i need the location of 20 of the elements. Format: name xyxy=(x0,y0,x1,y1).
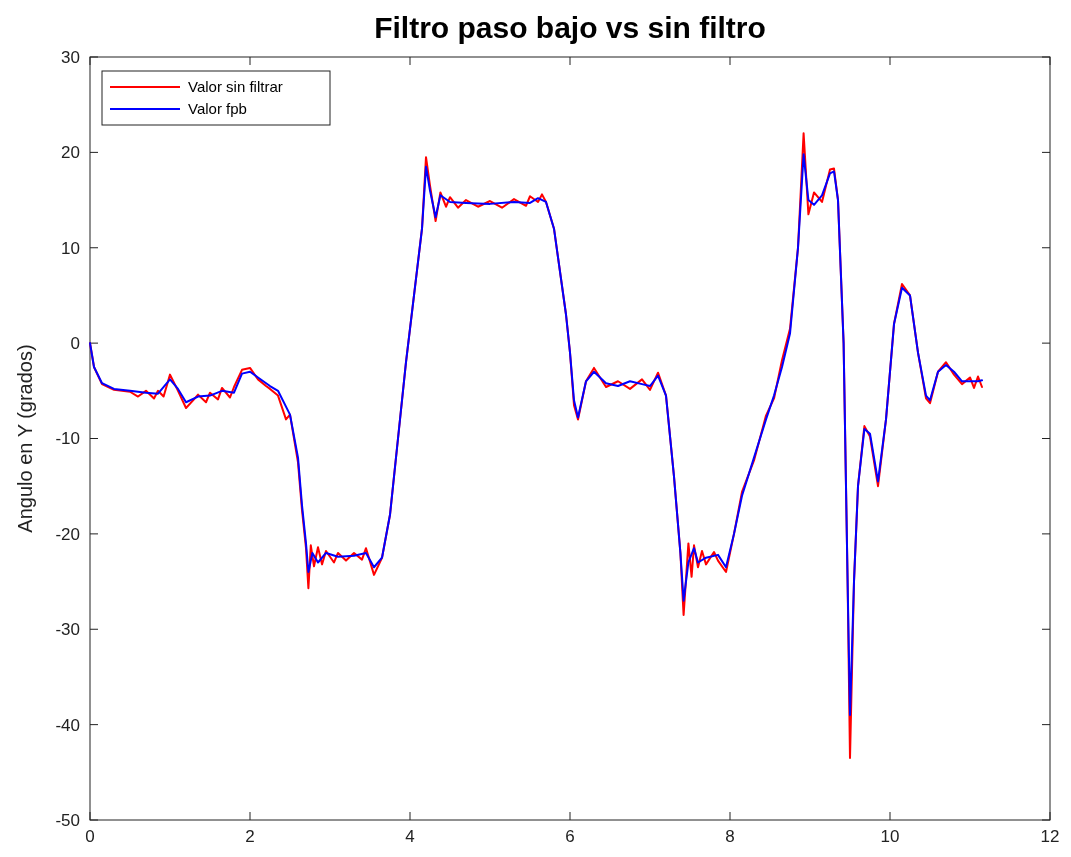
y-axis-title: Angulo en Y (grados) xyxy=(14,344,36,533)
x-tick-label: 12 xyxy=(1040,827,1060,846)
y-tick-label: -50 xyxy=(55,810,80,830)
legend-label: Valor fpb xyxy=(188,100,247,118)
x-tick-label: 4 xyxy=(405,827,415,846)
y-tick-label: 20 xyxy=(61,143,80,163)
y-tick-label: 30 xyxy=(61,47,80,67)
y-tick-label: -40 xyxy=(55,715,80,735)
x-tick-label: 10 xyxy=(880,827,900,846)
chart-title: Filtro paso bajo vs sin filtro xyxy=(374,11,766,44)
y-tick-label: -30 xyxy=(55,620,80,640)
x-tick-label: 0 xyxy=(85,827,95,846)
y-tick-label: -10 xyxy=(55,429,80,449)
y-tick-label: -20 xyxy=(55,524,80,544)
y-tick-label: 0 xyxy=(70,334,80,354)
legend-label: Valor sin filtrar xyxy=(188,78,283,96)
x-tick-label: 6 xyxy=(565,827,575,846)
y-tick-label: 10 xyxy=(61,238,80,258)
x-tick-label: 8 xyxy=(725,827,735,846)
x-tick-label: 2 xyxy=(245,827,255,846)
